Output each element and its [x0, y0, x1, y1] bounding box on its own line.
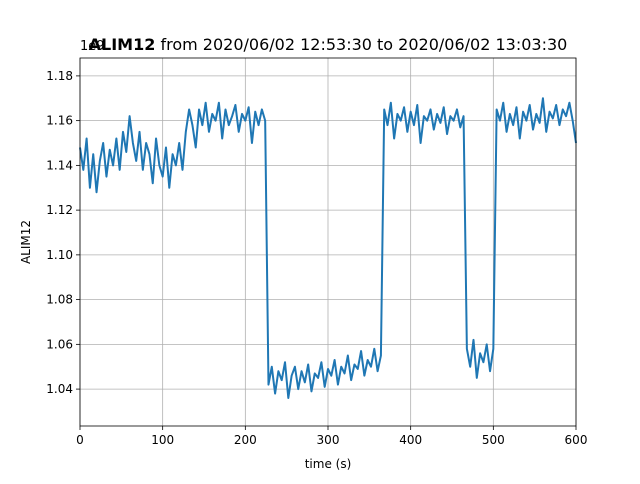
y-tick-label: 1.14	[46, 158, 73, 172]
y-tick-label: 1.06	[46, 337, 73, 351]
y-tick-label: 1.04	[46, 382, 73, 396]
x-tick-label: 0	[76, 433, 84, 447]
y-tick-label: 1.12	[46, 203, 73, 217]
plot-frame	[79, 57, 577, 427]
x-tick-label: 100	[151, 433, 174, 447]
data-line	[79, 97, 577, 400]
y-tick-label: 1.16	[46, 114, 73, 128]
x-tick-label: 500	[482, 433, 505, 447]
x-tick-label: 400	[399, 433, 422, 447]
x-tick-label: 200	[234, 433, 257, 447]
title-name: ALIM12	[89, 35, 156, 54]
y-tick-label: 1.10	[46, 248, 73, 262]
y-axis-label: ALIM12	[19, 220, 33, 264]
x-tick-label: 600	[565, 433, 588, 447]
x-axis-label: time (s)	[305, 457, 352, 471]
y-tick-label: 1.18	[46, 69, 73, 83]
x-tick-label: 300	[317, 433, 340, 447]
y-tick-label: 1.08	[46, 293, 73, 307]
chart-title: ALIM12 from 2020/06/02 12:53:30 to 2020/…	[89, 35, 568, 54]
y-offset-label: 1e9	[80, 39, 105, 54]
title-rest: from 2020/06/02 12:53:30 to 2020/06/02 1…	[160, 35, 567, 54]
